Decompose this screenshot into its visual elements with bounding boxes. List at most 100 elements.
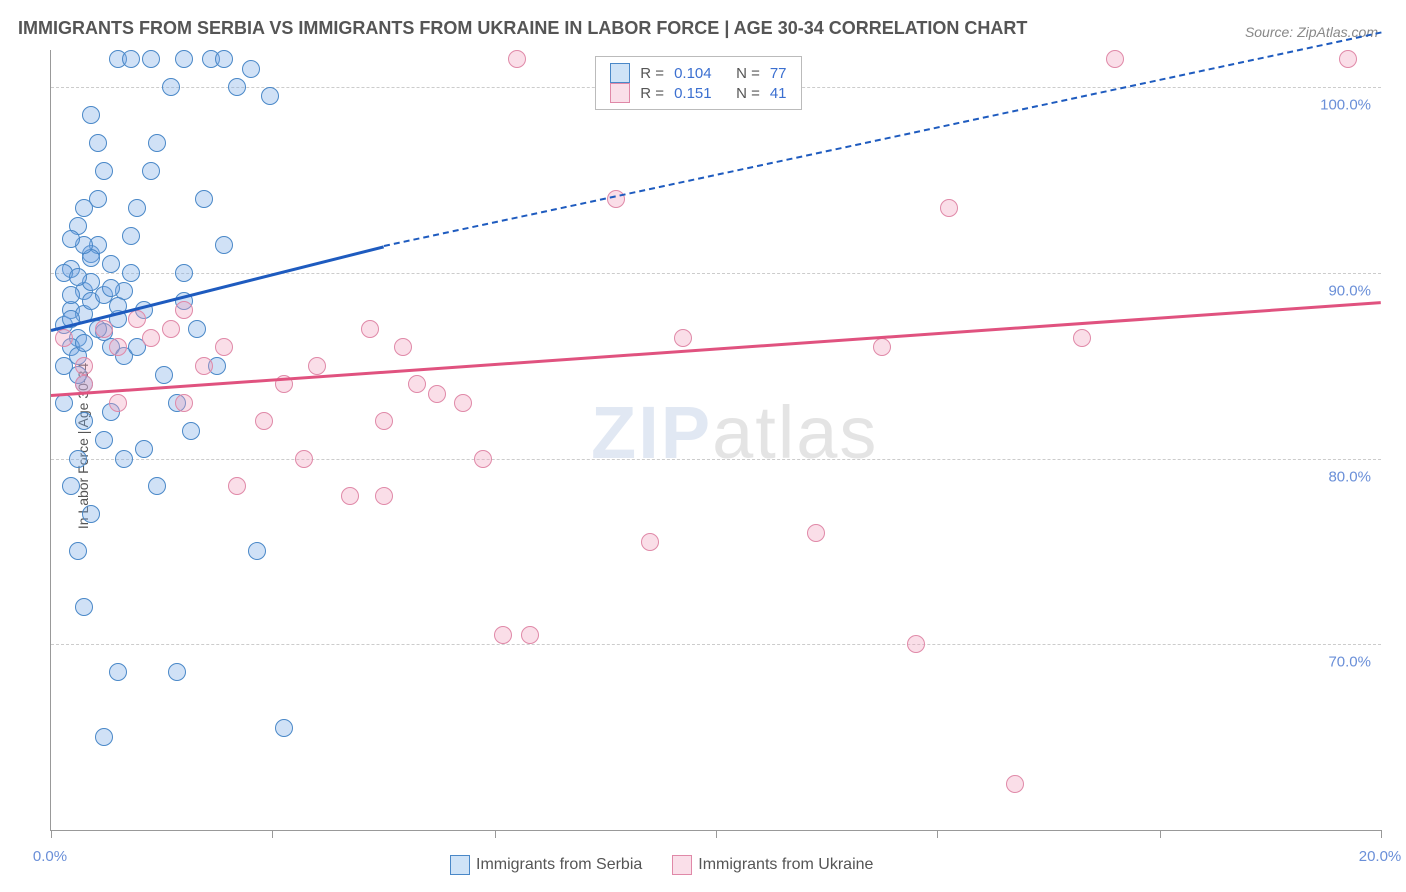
scatter-point [75, 412, 93, 430]
scatter-point [195, 357, 213, 375]
scatter-point [907, 635, 925, 653]
scatter-point [873, 338, 891, 356]
scatter-point [494, 626, 512, 644]
gridline [51, 459, 1381, 460]
scatter-point [122, 227, 140, 245]
x-tick [1160, 830, 1161, 838]
scatter-point [428, 385, 446, 403]
gridline [51, 644, 1381, 645]
scatter-point [148, 134, 166, 152]
scatter-point [82, 505, 100, 523]
x-tick [51, 830, 52, 838]
scatter-point [142, 162, 160, 180]
scatter-point [128, 199, 146, 217]
scatter-point [75, 357, 93, 375]
x-tick [272, 830, 273, 838]
x-tick [495, 830, 496, 838]
scatter-point [122, 50, 140, 68]
scatter-point [474, 450, 492, 468]
scatter-point [175, 301, 193, 319]
scatter-point [215, 50, 233, 68]
scatter-point [102, 279, 120, 297]
scatter-point [69, 542, 87, 560]
correlation-legend: R =0.104N =77R =0.151N =41 [595, 56, 801, 110]
y-tick-label: 90.0% [1328, 282, 1371, 299]
scatter-point [1339, 50, 1357, 68]
x-tick-label: 20.0% [1359, 848, 1402, 865]
scatter-point [62, 477, 80, 495]
legend-row-ukraine: R =0.151N =41 [610, 83, 786, 103]
watermark: ZIPatlas [591, 390, 878, 475]
scatter-point [408, 375, 426, 393]
scatter-point [95, 162, 113, 180]
scatter-point [341, 487, 359, 505]
scatter-point [195, 190, 213, 208]
y-tick-label: 70.0% [1328, 654, 1371, 671]
scatter-point [215, 338, 233, 356]
scatter-point [135, 440, 153, 458]
scatter-point [521, 626, 539, 644]
scatter-point [1106, 50, 1124, 68]
scatter-point [55, 394, 73, 412]
scatter-point [142, 50, 160, 68]
scatter-point [75, 334, 93, 352]
chart-title: IMMIGRANTS FROM SERBIA VS IMMIGRANTS FRO… [18, 18, 1027, 39]
trend-line [383, 31, 1381, 247]
legend-item-ukraine: Immigrants from Ukraine [672, 855, 873, 875]
scatter-point [142, 329, 160, 347]
scatter-point [102, 255, 120, 273]
scatter-point [95, 728, 113, 746]
scatter-point [62, 286, 80, 304]
y-tick-label: 80.0% [1328, 468, 1371, 485]
legend-bottom: Immigrants from Serbia Immigrants from U… [450, 855, 873, 875]
scatter-point [95, 320, 113, 338]
y-tick-label: 100.0% [1320, 97, 1371, 114]
scatter-point [69, 268, 87, 286]
scatter-point [109, 663, 127, 681]
scatter-point [228, 78, 246, 96]
scatter-point [162, 78, 180, 96]
scatter-point [89, 134, 107, 152]
scatter-point [62, 230, 80, 248]
scatter-point [148, 477, 166, 495]
scatter-point [674, 329, 692, 347]
scatter-point [175, 264, 193, 282]
scatter-point [308, 357, 326, 375]
scatter-point [295, 450, 313, 468]
scatter-point [188, 320, 206, 338]
scatter-point [215, 236, 233, 254]
legend-item-serbia: Immigrants from Serbia [450, 855, 642, 875]
scatter-point [175, 394, 193, 412]
scatter-point [155, 366, 173, 384]
scatter-point [109, 394, 127, 412]
plot-area: ZIPatlas 70.0% 80.0% 90.0% 100.0% [50, 50, 1381, 831]
x-tick-label: 0.0% [33, 848, 67, 865]
scatter-point [242, 60, 260, 78]
scatter-point [75, 598, 93, 616]
scatter-point [641, 533, 659, 551]
gridline [51, 273, 1381, 274]
scatter-point [95, 431, 113, 449]
scatter-point [454, 394, 472, 412]
scatter-point [162, 320, 180, 338]
scatter-point [55, 329, 73, 347]
scatter-point [182, 422, 200, 440]
scatter-point [1006, 775, 1024, 793]
scatter-point [361, 320, 379, 338]
scatter-point [375, 412, 393, 430]
scatter-point [508, 50, 526, 68]
scatter-point [261, 87, 279, 105]
scatter-point [82, 106, 100, 124]
scatter-point [375, 487, 393, 505]
scatter-point [115, 450, 133, 468]
scatter-point [128, 310, 146, 328]
scatter-point [1073, 329, 1091, 347]
x-tick [937, 830, 938, 838]
trend-line [51, 301, 1381, 397]
scatter-point [69, 450, 87, 468]
x-tick [716, 830, 717, 838]
scatter-point [75, 199, 93, 217]
scatter-point [228, 477, 246, 495]
scatter-point [168, 663, 186, 681]
scatter-point [807, 524, 825, 542]
